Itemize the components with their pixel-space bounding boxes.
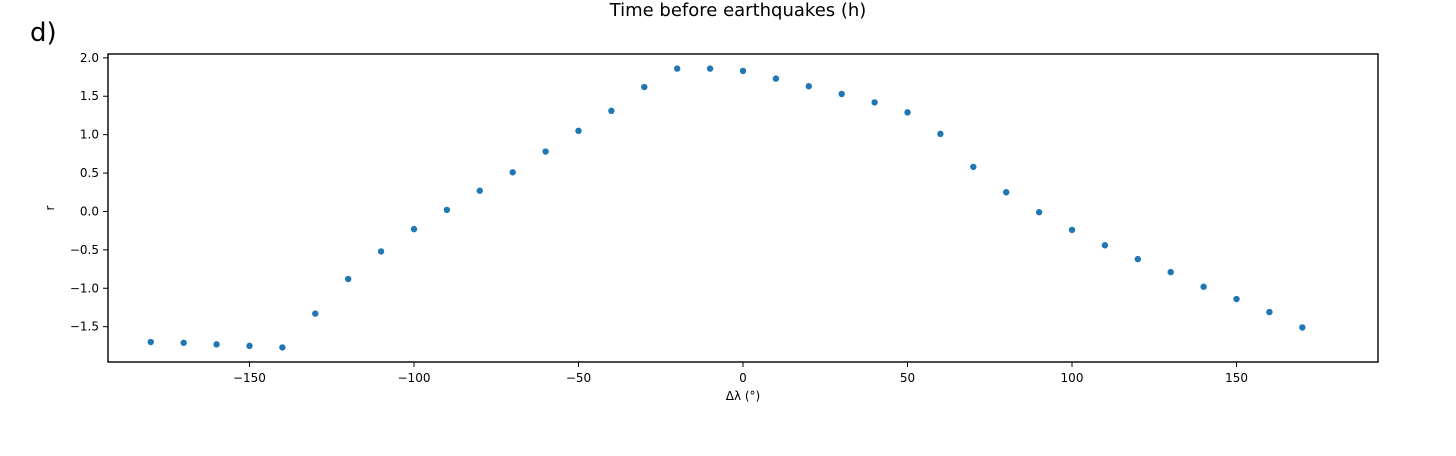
data-point xyxy=(476,187,483,194)
x-tick-label: 100 xyxy=(1061,371,1084,385)
y-tick-label: 2.0 xyxy=(80,51,99,65)
data-point xyxy=(739,67,747,75)
data-point xyxy=(1035,209,1043,216)
data-point xyxy=(410,225,418,233)
data-point xyxy=(312,310,319,317)
data-point xyxy=(805,83,813,90)
data-point xyxy=(970,163,977,171)
data-point xyxy=(673,65,681,72)
chart-title: Time before earthquakes (h) xyxy=(609,0,867,21)
data-point xyxy=(509,169,516,176)
data-point xyxy=(147,338,154,346)
y-tick-label: 1.0 xyxy=(80,128,99,142)
y-tick-label: 0.0 xyxy=(80,204,99,218)
data-point xyxy=(180,339,187,346)
data-point xyxy=(937,130,944,138)
data-point xyxy=(542,148,549,155)
data-point xyxy=(838,90,845,98)
data-point xyxy=(1233,295,1240,303)
data-point xyxy=(575,127,582,135)
y-tick-label: −0.5 xyxy=(70,243,99,257)
data-point xyxy=(772,75,780,82)
data-point xyxy=(1068,226,1076,234)
data-point xyxy=(279,344,286,351)
data-point xyxy=(443,206,451,214)
y-tick-label: 0.5 xyxy=(80,166,99,180)
data-point xyxy=(608,107,615,115)
data-point xyxy=(871,99,878,106)
x-tick-label: −100 xyxy=(398,371,431,385)
data-point xyxy=(344,275,352,283)
y-tick-label: −1.0 xyxy=(70,281,99,295)
x-tick-label: 50 xyxy=(900,371,915,385)
data-points xyxy=(147,65,1306,351)
data-point xyxy=(706,65,714,72)
data-point xyxy=(1003,189,1010,196)
data-point xyxy=(1266,308,1273,316)
data-point xyxy=(1101,242,1109,249)
y-axis: −1.5 −1.0 −0.5 0.0 0.5 1.0 1.5 2.0 xyxy=(70,51,108,334)
y-tick-label: −1.5 xyxy=(70,320,99,334)
data-point xyxy=(1299,324,1306,331)
x-tick-label: −150 xyxy=(233,371,266,385)
data-point xyxy=(904,109,911,116)
data-point xyxy=(246,342,253,350)
data-point xyxy=(1167,268,1174,276)
panel-label: d) xyxy=(30,18,57,48)
x-axis-label: Δλ (°) xyxy=(726,389,761,403)
data-point xyxy=(1200,283,1207,290)
x-tick-label: 0 xyxy=(739,371,747,385)
y-axis-label: r xyxy=(43,205,57,210)
data-point xyxy=(1134,255,1142,263)
y-tick-label: 1.5 xyxy=(80,89,99,103)
x-tick-label: 150 xyxy=(1225,371,1248,385)
plot-area xyxy=(107,53,1379,363)
data-point xyxy=(641,83,648,91)
data-point xyxy=(213,341,220,348)
data-point xyxy=(377,248,385,255)
x-axis: −150 −100 −50 0 50 100 150 xyxy=(233,362,1248,385)
x-tick-label: −50 xyxy=(566,371,591,385)
